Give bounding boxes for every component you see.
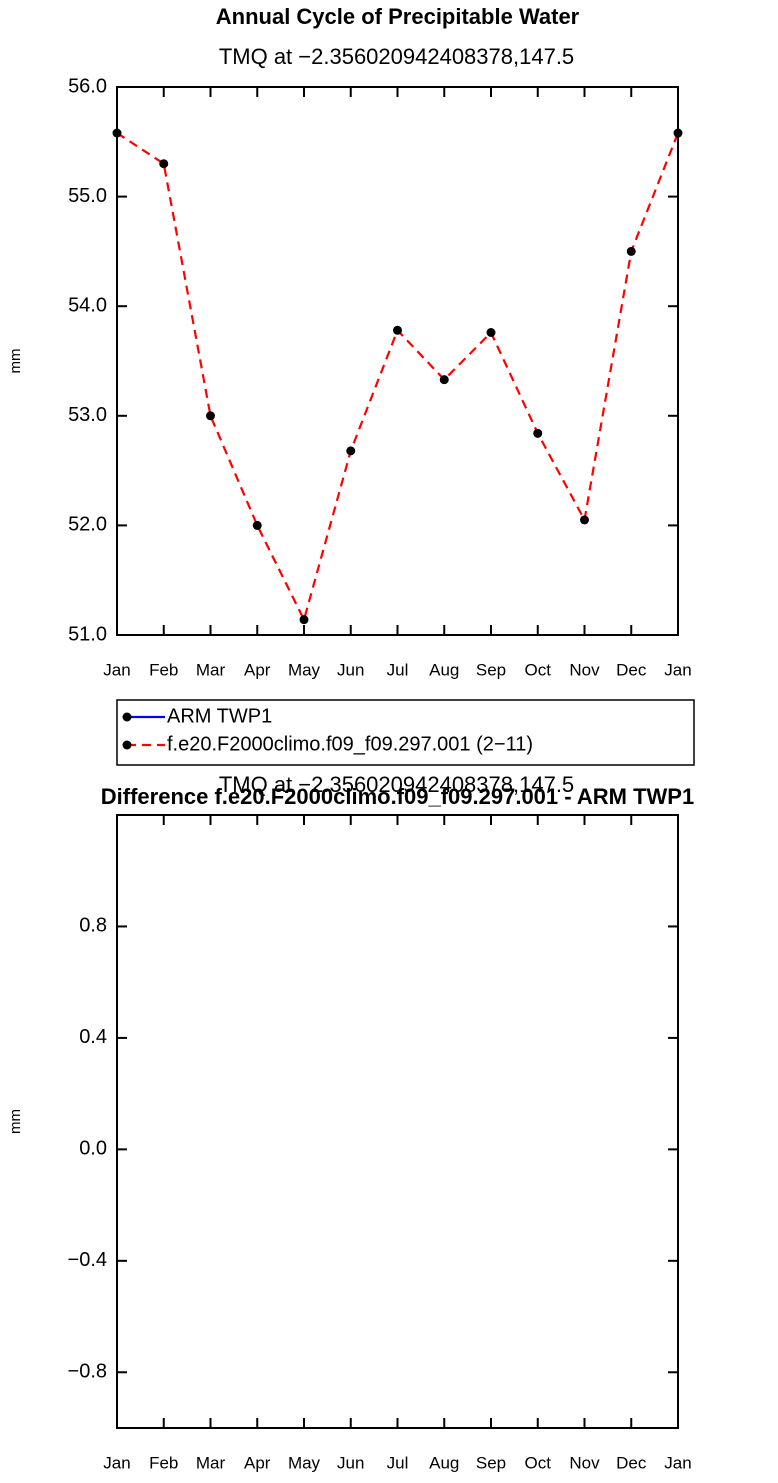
x-tick-label: Sep [476,1453,506,1472]
y-tick-label: 0.0 [79,1138,107,1160]
y-axis-label: mm [7,1109,24,1134]
x-tick-label: Aug [429,660,459,679]
chart-title: Annual Cycle of Precipitable Water [216,4,580,29]
y-tick-label: 55.0 [68,185,107,207]
data-point [533,428,543,438]
legend-marker [122,740,132,750]
data-point [673,128,683,138]
plot-frame [116,814,679,1429]
y-tick-label: 53.0 [68,404,107,426]
series-line [116,132,680,623]
x-tick-label: May [288,1453,321,1472]
x-tick-label: Jan [103,660,130,679]
y-tick-label: 56.0 [68,75,107,97]
x-tick-label: Jul [387,1453,409,1472]
legend-label: ARM TWP1 [167,705,272,727]
data-point [439,375,449,385]
x-tick-label: Apr [244,660,271,679]
chart-subtitle: TMQ at −2.356020942408378,147.5 [219,772,574,797]
x-tick-label: Jan [103,1453,130,1472]
x-tick-label: Aug [429,1453,459,1472]
y-tick-label: −0.8 [68,1361,107,1383]
data-point [346,446,356,456]
x-tick-label: Nov [569,1453,600,1472]
y-axis-label: mm [7,349,24,374]
x-tick-label: May [288,660,321,679]
y-tick-label: 51.0 [68,623,107,645]
x-tick-label: Nov [569,660,600,679]
data-point [393,325,402,335]
data-point [486,328,496,338]
data-point [580,515,589,525]
x-tick-label: Jan [664,1453,691,1472]
y-tick-label: 0.8 [79,915,107,937]
data-point [112,128,122,138]
x-tick-label: Feb [149,1453,178,1472]
x-tick-label: Apr [244,1453,271,1472]
data-point [252,520,262,530]
y-tick-label: 52.0 [68,514,107,536]
y-tick-label: −0.4 [68,1249,107,1271]
legend-label: f.e20.F2000climo.f09_f09.297.001 (2−11) [167,733,533,755]
data-point [159,159,169,169]
x-tick-label: Jan [664,660,691,679]
x-tick-label: Mar [196,660,226,679]
chart-subtitle: TMQ at −2.356020942408378,147.5 [219,44,574,69]
x-tick-label: Sep [476,660,506,679]
x-tick-label: Jul [387,660,409,679]
x-tick-label: Dec [616,1453,647,1472]
data-point [299,615,309,625]
x-tick-label: Jun [337,660,364,679]
x-tick-label: Feb [149,660,178,679]
y-tick-label: 0.4 [79,1026,107,1048]
x-tick-label: Oct [525,660,552,679]
x-tick-label: Jun [337,1453,364,1472]
y-tick-label: 54.0 [68,294,107,316]
x-tick-label: Dec [616,660,647,679]
x-tick-label: Oct [525,1453,552,1472]
data-point [206,411,215,421]
x-tick-label: Mar [196,1453,226,1472]
legend-marker [122,712,132,722]
legend-box [116,699,695,766]
chart-title: Difference f.e20.F2000climo.f09_f09.297.… [101,784,694,809]
data-point [626,246,636,256]
